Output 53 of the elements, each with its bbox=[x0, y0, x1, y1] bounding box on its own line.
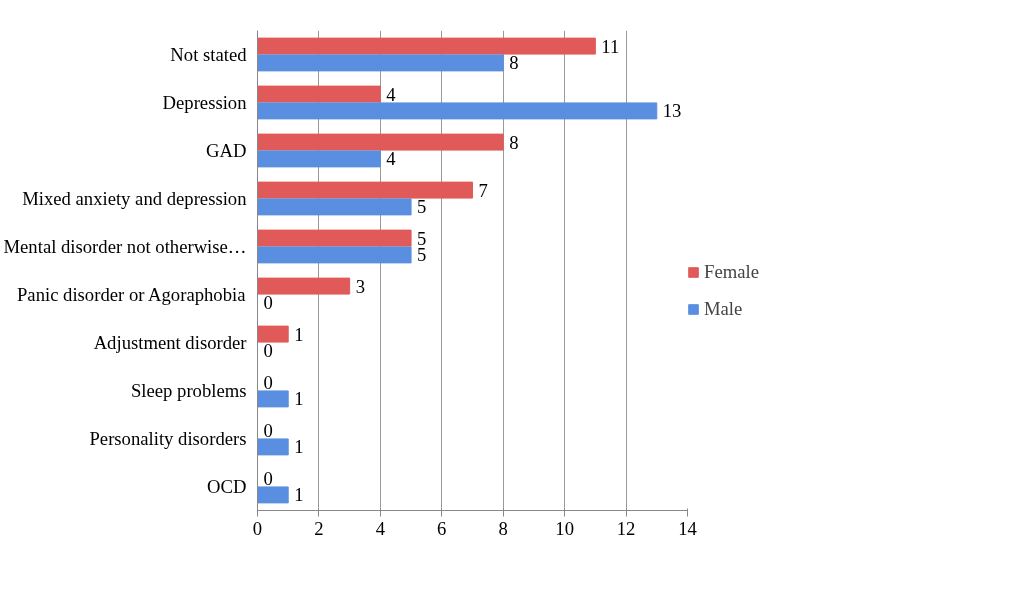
data-label: 0 bbox=[263, 419, 273, 441]
data-label: 4 bbox=[386, 83, 397, 105]
bar bbox=[257, 246, 412, 264]
legend-label: Female bbox=[704, 261, 759, 283]
data-label: 8 bbox=[509, 52, 519, 74]
data-label: 1 bbox=[294, 484, 304, 506]
y-tick-label: Personality disorders bbox=[89, 428, 247, 449]
bar bbox=[257, 390, 289, 408]
data-label: 1 bbox=[294, 436, 304, 458]
x-tick-label: 2 bbox=[314, 517, 324, 539]
bar bbox=[257, 102, 658, 120]
bar bbox=[257, 181, 473, 199]
y-tick-label: Adjustment disorder bbox=[93, 332, 248, 353]
bar bbox=[257, 229, 412, 247]
data-label: 3 bbox=[355, 275, 365, 297]
data-label: 4 bbox=[386, 148, 397, 170]
x-tick-label: 14 bbox=[678, 517, 698, 539]
y-tick-label: Sleep problems bbox=[130, 380, 247, 401]
data-label: 0 bbox=[263, 467, 273, 489]
bar bbox=[257, 133, 504, 151]
bar bbox=[257, 438, 289, 456]
y-tick-label: Panic disorder or Agoraphobia bbox=[16, 284, 247, 305]
data-label: 0 bbox=[263, 340, 273, 362]
data-label: 13 bbox=[662, 100, 682, 122]
data-label: 5 bbox=[417, 196, 427, 218]
data-label: 1 bbox=[294, 323, 304, 345]
bar bbox=[257, 277, 351, 295]
data-label: 1 bbox=[294, 388, 304, 410]
data-label: 11 bbox=[601, 35, 620, 57]
y-tick-label: Not stated bbox=[170, 44, 248, 65]
y-tick-label: OCD bbox=[207, 476, 247, 497]
x-tick-label: 8 bbox=[498, 517, 508, 539]
y-tick-label: GAD bbox=[206, 140, 247, 161]
x-tick-label: 12 bbox=[616, 517, 636, 539]
y-tick-label: Mental disorder not otherwise… bbox=[3, 236, 247, 257]
bar bbox=[257, 37, 596, 55]
bar bbox=[257, 54, 504, 72]
x-tick-label: 4 bbox=[375, 517, 386, 539]
bar bbox=[257, 198, 412, 216]
data-label: 8 bbox=[509, 131, 519, 153]
y-tick-label: Mixed anxiety and depression bbox=[22, 188, 248, 209]
data-label: 0 bbox=[263, 371, 273, 393]
bar bbox=[257, 85, 381, 103]
data-label: 7 bbox=[478, 179, 488, 201]
x-tick-label: 0 bbox=[252, 517, 263, 539]
x-tick-label: 10 bbox=[555, 517, 574, 539]
y-tick-label: Depression bbox=[162, 92, 248, 113]
bar bbox=[257, 325, 289, 343]
x-tick-label: 6 bbox=[437, 517, 447, 539]
data-label: 0 bbox=[263, 292, 273, 314]
bar bbox=[257, 150, 381, 168]
legend-label: Male bbox=[704, 298, 743, 320]
bar bbox=[257, 486, 289, 504]
